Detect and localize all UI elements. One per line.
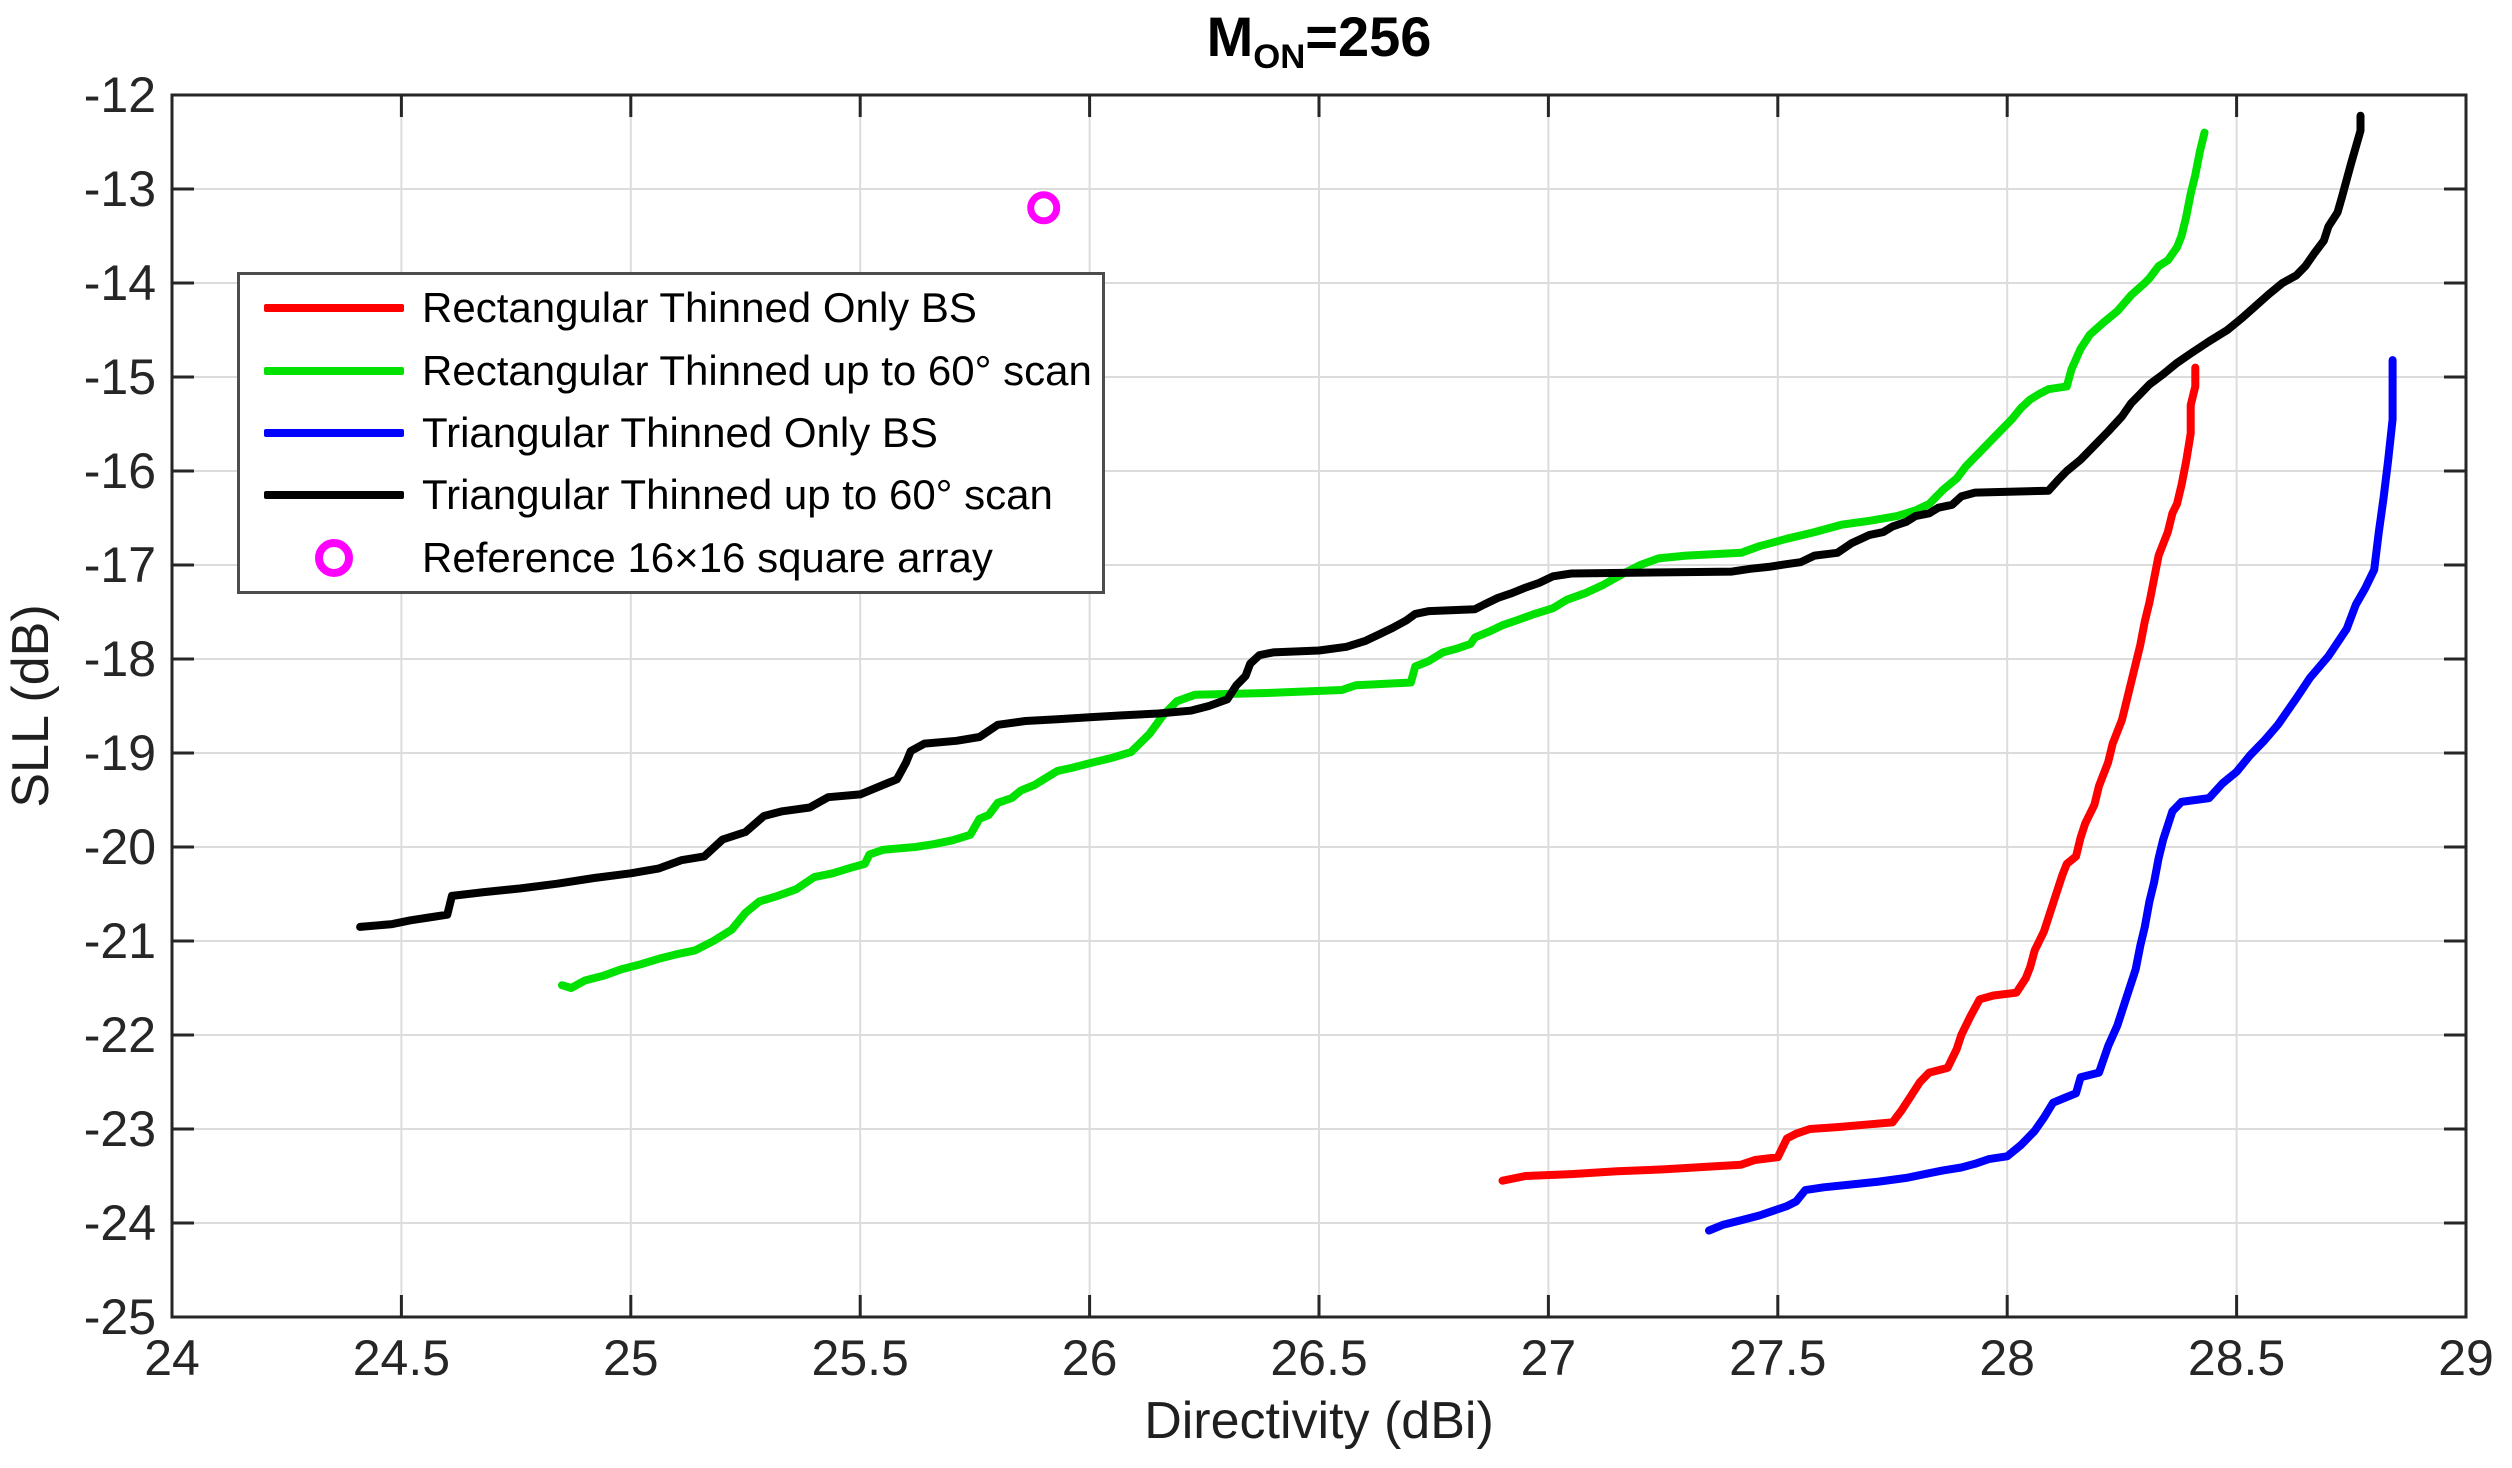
line-sample-icon	[264, 366, 404, 375]
y-tick-label: -24	[84, 1195, 156, 1251]
legend-line-sample	[264, 366, 404, 375]
y-tick-label: -22	[84, 1007, 156, 1063]
legend-item-reference-16-16-square-array: Reference 16×16 square array	[240, 529, 1102, 587]
legend-line-sample	[264, 491, 404, 500]
x-tick-label: 29	[2438, 1330, 2494, 1386]
y-tick-label: -14	[84, 255, 156, 311]
reference-16-16-square-array-marker	[1027, 191, 1061, 225]
legend-label: Rectangular Thinned Only BS	[422, 284, 977, 332]
y-tick-label: -15	[84, 349, 156, 405]
y-tick-label: -12	[84, 67, 156, 123]
line-sample-icon	[264, 304, 404, 313]
legend-label: Triangular Thinned Only BS	[422, 408, 938, 456]
gridlines	[172, 95, 2466, 1317]
legend-line-sample	[264, 304, 404, 313]
legend-label: Triangular Thinned up to 60° scan	[422, 471, 1053, 519]
triangular-thinned-only-bs-curve	[1705, 356, 2397, 1235]
line-sample-icon	[264, 491, 404, 500]
legend-item-rectangular-thinned-only-bs: Rectangular Thinned Only BS	[240, 279, 1102, 337]
series-curves	[356, 111, 2397, 1235]
x-tick-label: 24.5	[353, 1330, 450, 1386]
chart-title: MON=256	[172, 6, 2466, 76]
y-tick-label: -23	[84, 1101, 156, 1157]
legend-item-triangular-thinned-up-to-60-scan: Triangular Thinned up to 60° scan	[240, 466, 1102, 524]
title-base: M	[1206, 5, 1254, 68]
x-tick-label: 28.5	[2188, 1330, 2285, 1386]
tick-labels: 24 24.5 25 25.5 26 26.5 27 27.5 28 28.5 29 -25 -24 -2…	[84, 67, 2494, 1386]
rectangular-thinned-up-to-60-scan-curve	[558, 128, 2209, 992]
x-axis-label: Directivity (dBi)	[1144, 1392, 1494, 1450]
triangular-thinned-up-to-60-scan-curve	[356, 111, 2365, 931]
circle-marker-icon	[315, 538, 353, 577]
x-tick-label: 28	[1979, 1330, 2035, 1386]
x-tick-label: 26.5	[1270, 1330, 1367, 1386]
legend-label: Reference 16×16 square array	[422, 533, 993, 581]
title-subscript: ON	[1253, 38, 1306, 77]
legend-item-triangular-thinned-only-bs: Triangular Thinned Only BS	[240, 404, 1102, 462]
y-tick-label: -19	[84, 725, 156, 781]
y-tick-label: -17	[84, 537, 156, 593]
legend-label: Rectangular Thinned up to 60° scan	[422, 346, 1092, 394]
x-tick-label: 27	[1521, 1330, 1577, 1386]
x-tick-label: 26	[1062, 1330, 1118, 1386]
y-tick-label: -16	[84, 443, 156, 499]
y-tick-label: -18	[84, 631, 156, 687]
legend-item-rectangular-thinned-up-to-60-scan: Rectangular Thinned up to 60° scan	[240, 342, 1102, 400]
x-tick-label: 24	[144, 1330, 200, 1386]
legend: Rectangular Thinned Only BS Rectangular T…	[237, 272, 1105, 594]
legend-line-sample	[264, 428, 404, 437]
y-tick-label: -13	[84, 161, 156, 217]
axes-frame	[170, 93, 2468, 1319]
y-tick-label: -21	[84, 913, 156, 969]
title-rest: =256	[1305, 5, 1432, 68]
rectangular-thinned-only-bs-curve	[1498, 363, 2200, 1185]
legend-circle-sample	[264, 538, 404, 577]
y-tick-label: -25	[84, 1289, 156, 1345]
x-tick-label: 25	[603, 1330, 659, 1386]
line-sample-icon	[264, 428, 404, 437]
x-tick-label: 25.5	[812, 1330, 909, 1386]
y-tick-label: -20	[84, 819, 156, 875]
y-axis-label: SLL (dB)	[2, 604, 60, 807]
x-tick-label: 27.5	[1729, 1330, 1826, 1386]
